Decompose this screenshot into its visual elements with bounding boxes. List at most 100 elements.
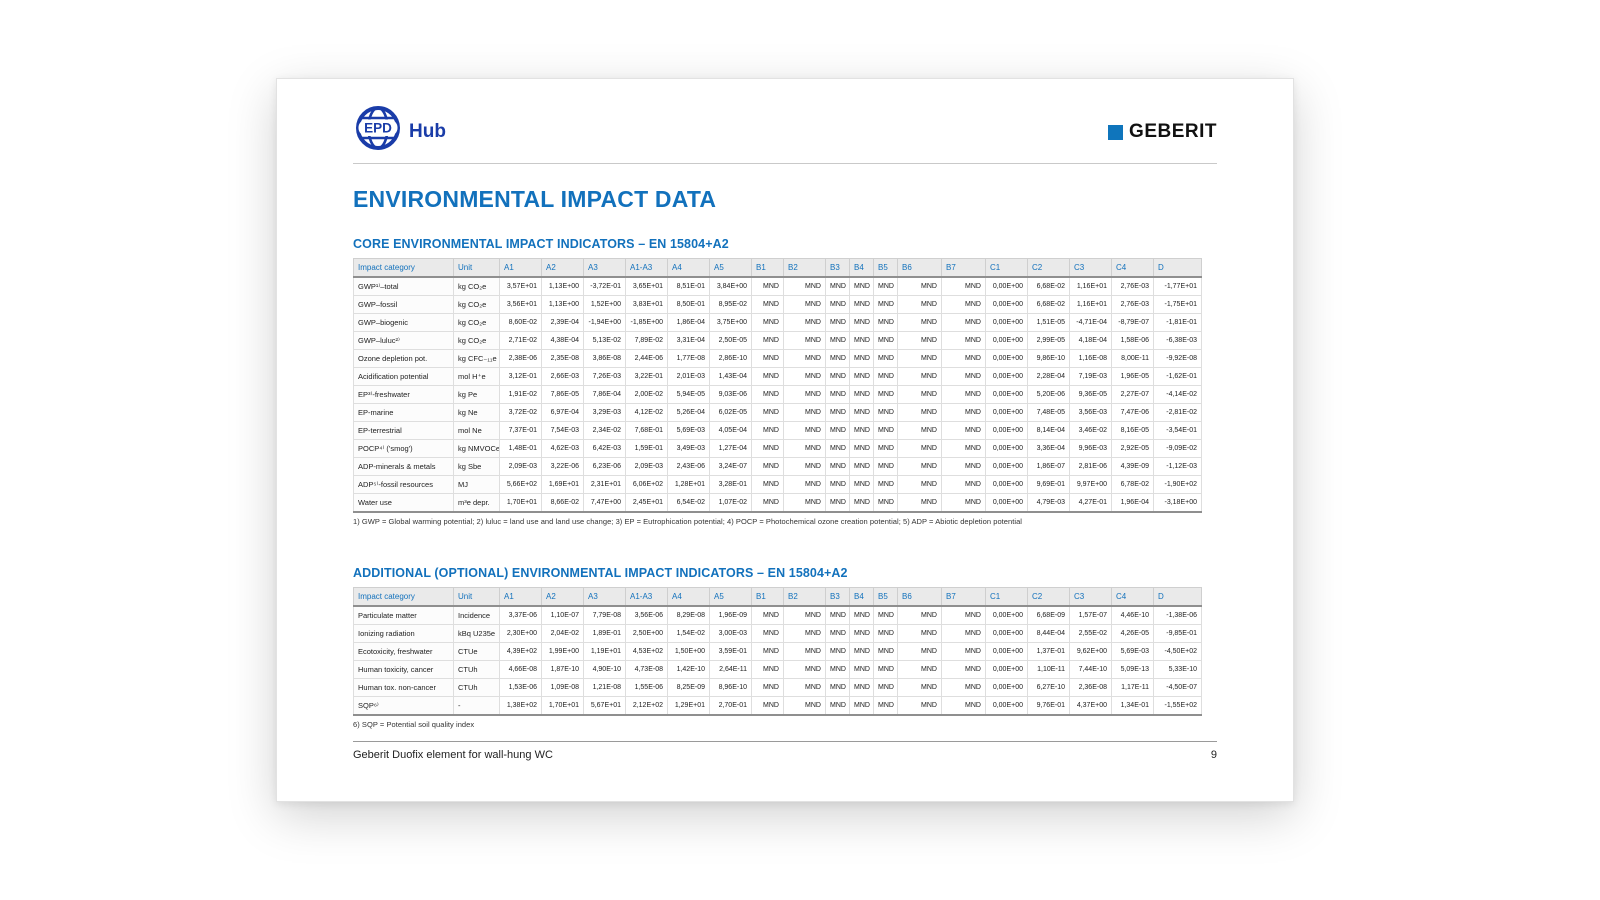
value-cell: 4,39E-09 <box>1111 457 1154 476</box>
value-cell: MND <box>873 313 898 332</box>
column-header: Unit <box>453 258 500 278</box>
value-cell: 2,09E-03 <box>625 457 668 476</box>
value-cell: MND <box>825 642 850 661</box>
value-cell: 1,86E-04 <box>667 313 710 332</box>
value-cell: 0,00E+00 <box>985 349 1028 368</box>
geberit-square-icon <box>1108 124 1124 140</box>
value-cell: MND <box>825 313 850 332</box>
value-cell: MND <box>897 605 942 625</box>
value-cell: -6,38E-03 <box>1153 331 1202 350</box>
value-cell: 6,23E-06 <box>583 457 626 476</box>
value-cell: MND <box>897 313 942 332</box>
value-cell: 2,34E-02 <box>583 421 626 440</box>
value-cell: 7,47E-06 <box>1111 403 1154 422</box>
value-cell: 2,55E-02 <box>1069 624 1112 643</box>
column-header: C1 <box>985 258 1028 278</box>
value-cell: 0,00E+00 <box>985 660 1028 679</box>
value-cell: MND <box>941 295 986 314</box>
value-cell: 3,86E-08 <box>583 349 626 368</box>
value-cell: 8,60E-02 <box>499 313 542 332</box>
value-cell: 6,97E-04 <box>541 403 584 422</box>
value-cell: 1,13E+00 <box>541 295 584 314</box>
value-cell: 6,42E-03 <box>583 439 626 458</box>
impact-category-cell: EP-marine <box>353 403 454 422</box>
value-cell: 2,64E-11 <box>709 660 752 679</box>
value-cell: MND <box>783 403 826 422</box>
value-cell: MND <box>849 624 874 643</box>
value-cell: 9,69E-01 <box>1027 475 1070 494</box>
column-header: A5 <box>709 587 752 607</box>
value-cell: MND <box>849 493 874 513</box>
column-header: A5 <box>709 258 752 278</box>
impact-category-cell: EP³⁾-freshwater <box>353 385 454 404</box>
core-table-footnote: 1) GWP = Global warming potential; 2) lu… <box>353 517 1023 526</box>
unit-cell: - <box>453 696 500 716</box>
svg-text:EPD: EPD <box>364 121 392 136</box>
impact-category-cell: SQP⁶⁾ <box>353 696 454 716</box>
column-header: A4 <box>667 587 710 607</box>
value-cell: 9,97E+00 <box>1069 475 1112 494</box>
impact-category-cell: Ozone depletion pot. <box>353 349 454 368</box>
value-cell: 2,04E-02 <box>541 624 584 643</box>
value-cell: -9,92E-08 <box>1153 349 1202 368</box>
value-cell: 4,46E-10 <box>1111 605 1154 625</box>
value-cell: 2,36E-08 <box>1069 678 1112 697</box>
value-cell: MND <box>897 493 942 513</box>
unit-cell: MJ <box>453 475 500 494</box>
value-cell: 8,25E-09 <box>667 678 710 697</box>
impact-category-cell: POCP⁴⁾ ('smog') <box>353 439 454 458</box>
unit-cell: kg Ne <box>453 403 500 422</box>
value-cell: MND <box>825 439 850 458</box>
value-cell: MND <box>941 605 986 625</box>
value-cell: 1,17E-11 <box>1111 678 1154 697</box>
table-row: ADP⁵⁾-fossil resources MJ 5,66E+02 1,69E+01… <box>353 475 1202 494</box>
table-row: EP³⁾-freshwater kg Pe 1,91E-02 7,86E-05 7,86… <box>353 385 1202 404</box>
unit-cell: kg CO₂e <box>453 295 500 314</box>
column-header: A2 <box>541 258 584 278</box>
core-impact-table: Impact category Unit A1 A2 A3 A1-A3 A4 A5 B1 B2 B3… <box>353 258 1202 513</box>
column-header: B3 <box>825 258 850 278</box>
value-cell: 2,66E-03 <box>541 367 584 386</box>
value-cell: MND <box>783 493 826 513</box>
value-cell: -1,77E+01 <box>1153 276 1202 296</box>
value-cell: MND <box>783 421 826 440</box>
value-cell: MND <box>825 678 850 697</box>
value-cell: 3,29E-03 <box>583 403 626 422</box>
value-cell: 1,10E-11 <box>1027 660 1070 679</box>
value-cell: 2,31E+01 <box>583 475 626 494</box>
value-cell: 3,75E+00 <box>709 313 752 332</box>
value-cell: 0,00E+00 <box>985 313 1028 332</box>
value-cell: MND <box>873 493 898 513</box>
page-footer: Geberit Duofix element for wall-hung WC … <box>353 741 1217 761</box>
value-cell: 7,37E-01 <box>499 421 542 440</box>
value-cell: -1,38E-06 <box>1153 605 1202 625</box>
value-cell: 0,00E+00 <box>985 493 1028 513</box>
value-cell: -4,50E-07 <box>1153 678 1202 697</box>
column-header: A1 <box>499 258 542 278</box>
value-cell: 0,00E+00 <box>985 642 1028 661</box>
value-cell: MND <box>873 678 898 697</box>
value-cell: MND <box>897 403 942 422</box>
value-cell: 0,00E+00 <box>985 439 1028 458</box>
core-indicators-section: CORE ENVIRONMENTAL IMPACT INDICATORS – E… <box>353 237 1217 526</box>
value-cell: 3,24E-07 <box>709 457 752 476</box>
value-cell: MND <box>849 403 874 422</box>
value-cell: 4,37E+00 <box>1069 696 1112 716</box>
value-cell: 7,44E-10 <box>1069 660 1112 679</box>
table-row: Ozone depletion pot. kg CFC₋₁₁e 2,38E-06 2,… <box>353 349 1202 368</box>
value-cell: 8,00E-11 <box>1111 349 1154 368</box>
unit-cell: kg CO₂e <box>453 276 500 296</box>
value-cell: 2,92E-05 <box>1111 439 1154 458</box>
table-row: GWP¹⁾–total kg CO₂e 3,57E+01 1,13E+00 -3,72E… <box>353 276 1202 296</box>
column-header: B7 <box>941 258 986 278</box>
value-cell: MND <box>873 331 898 350</box>
value-cell: MND <box>849 276 874 296</box>
unit-cell: CTUe <box>453 642 500 661</box>
value-cell: 3,22E-06 <box>541 457 584 476</box>
value-cell: 7,47E+00 <box>583 493 626 513</box>
column-header: C1 <box>985 587 1028 607</box>
column-header: B5 <box>873 587 898 607</box>
value-cell: 1,55E-06 <box>625 678 668 697</box>
value-cell: MND <box>751 678 784 697</box>
value-cell: MND <box>849 605 874 625</box>
